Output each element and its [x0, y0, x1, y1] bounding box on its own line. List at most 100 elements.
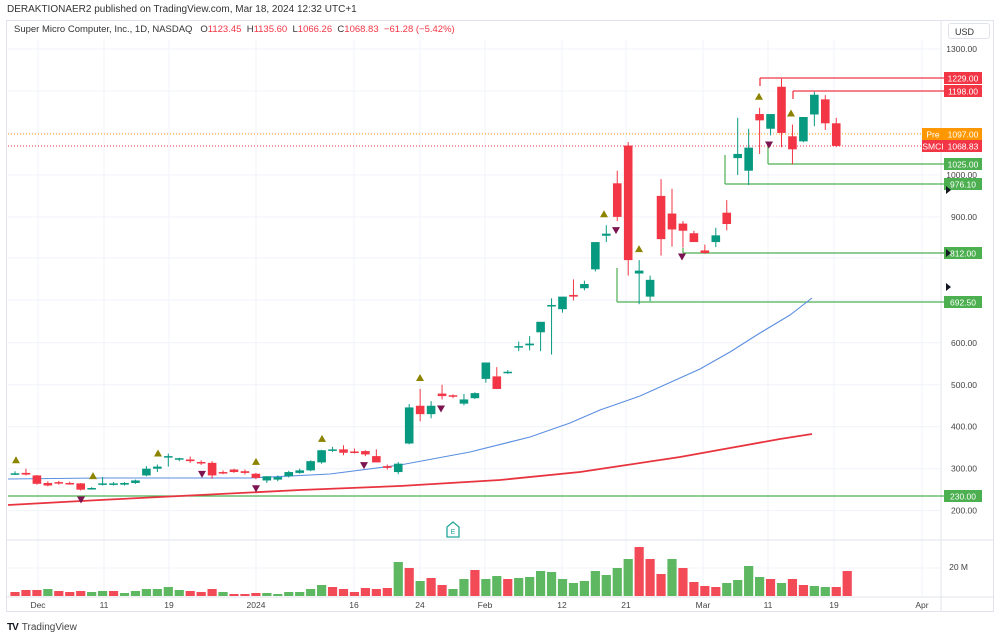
tradingview-brand: TV TradingView — [7, 622, 77, 633]
volume-bar — [393, 562, 403, 596]
pivot-high-marker-icon — [12, 456, 20, 464]
price-axis-label: 1000.00 — [946, 170, 977, 180]
earnings-marker-icon[interactable] — [446, 521, 460, 538]
time-axis-label: 21 — [621, 600, 631, 610]
pivot-low-marker-icon — [360, 462, 368, 470]
candle-body — [525, 343, 534, 346]
candle-body — [426, 405, 436, 415]
candle-body — [207, 462, 217, 476]
pivot-low-marker-icon — [765, 141, 773, 149]
symbol-title: Super Micro Computer, Inc., 1D, NASDAQ — [14, 24, 193, 35]
volume-bar — [371, 589, 381, 596]
candle-body — [514, 346, 523, 348]
candle-body — [799, 116, 808, 142]
candle-body — [755, 114, 764, 121]
volume-bar — [590, 571, 600, 596]
volume-bar — [623, 559, 633, 596]
candle-body — [251, 473, 261, 478]
volume-bar — [744, 566, 754, 596]
candle-body — [153, 466, 162, 469]
volume-bar — [404, 568, 414, 596]
currency-button[interactable]: USD — [948, 23, 990, 39]
volume-bar — [185, 591, 195, 596]
ohlc-high: 1135.60 — [253, 24, 288, 35]
candle-body — [777, 86, 786, 133]
pivot-low-marker-icon — [77, 496, 85, 504]
volume-bar — [492, 576, 502, 596]
volume-bar — [141, 589, 151, 596]
candle-body — [744, 147, 753, 171]
time-axis-label: 24 — [415, 600, 425, 610]
candle-body — [10, 473, 20, 475]
candle-body — [262, 476, 272, 481]
volume-bar — [98, 591, 108, 596]
candle-body — [722, 212, 732, 225]
candle-body — [196, 461, 206, 464]
time-axis-label: Dec — [30, 600, 46, 610]
time-axis-label: Apr — [915, 600, 928, 610]
volume-bar — [459, 579, 469, 596]
volume-bar — [733, 580, 743, 596]
level-price-text: 976.10 — [950, 180, 976, 190]
volume-bar — [273, 594, 283, 596]
volume-bar — [338, 589, 349, 596]
volume-bar — [481, 579, 491, 596]
candle-body — [448, 395, 458, 397]
candle-body — [350, 451, 359, 453]
volume-bar — [76, 591, 86, 596]
candle-body — [547, 305, 556, 307]
volume-bar — [108, 591, 119, 596]
pivot-low-marker-icon — [678, 253, 686, 261]
volume-bar — [448, 589, 458, 596]
volume-bar — [229, 594, 239, 596]
ohlc-close-label: C — [337, 24, 345, 35]
volume-bar — [842, 571, 852, 596]
volume-bar — [284, 592, 294, 596]
level-price-text: 1025.00 — [948, 160, 979, 170]
candle-body — [580, 284, 589, 289]
volume-bar — [65, 592, 75, 596]
price-tag-label-bg — [922, 128, 944, 140]
pivot-low-marker-icon — [198, 470, 206, 478]
earnings-marker-label: E — [451, 529, 456, 536]
volume-bar — [776, 583, 787, 596]
volume-bar — [503, 579, 513, 596]
level-price-tag — [944, 178, 982, 190]
pivot-high-marker-icon — [252, 457, 260, 465]
pivot-high-marker-icon — [154, 449, 162, 457]
candle-body — [87, 488, 96, 490]
candle-body — [229, 469, 239, 473]
volume-bar — [634, 547, 644, 596]
candle-body — [569, 294, 578, 297]
candle-body — [21, 472, 31, 475]
volume-bar — [295, 592, 305, 596]
candle-body — [788, 136, 797, 150]
candle-body — [678, 223, 688, 231]
candle-body — [503, 371, 513, 374]
candle-body — [372, 456, 381, 463]
volume-bar — [820, 587, 830, 596]
axis-arrow-icon — [946, 283, 951, 291]
price-tag-value: 1097.00 — [948, 130, 979, 140]
price-tag-label: Pre — [926, 130, 940, 140]
candle-body — [142, 468, 151, 476]
ohlc-open: 1123.45 — [207, 24, 242, 35]
tradingview-logo-icon: TV — [7, 622, 19, 633]
candle-body — [459, 399, 469, 404]
candle-body — [284, 472, 294, 477]
volume-bar — [470, 570, 480, 596]
level-price-tag — [944, 490, 982, 502]
volume-bar — [327, 587, 338, 596]
moving-average-line — [7, 297, 813, 480]
volume-axis-label: 20 M — [949, 562, 968, 572]
candle-body — [612, 183, 622, 217]
time-axis-label: 19 — [829, 600, 839, 610]
volume-bar — [130, 591, 141, 596]
volume-bar — [317, 585, 327, 596]
candle-body — [240, 471, 250, 473]
candle-body — [43, 482, 53, 486]
candle-body — [645, 279, 655, 297]
volume-bar — [360, 588, 370, 596]
price-tag-value: 1068.83 — [948, 142, 979, 152]
